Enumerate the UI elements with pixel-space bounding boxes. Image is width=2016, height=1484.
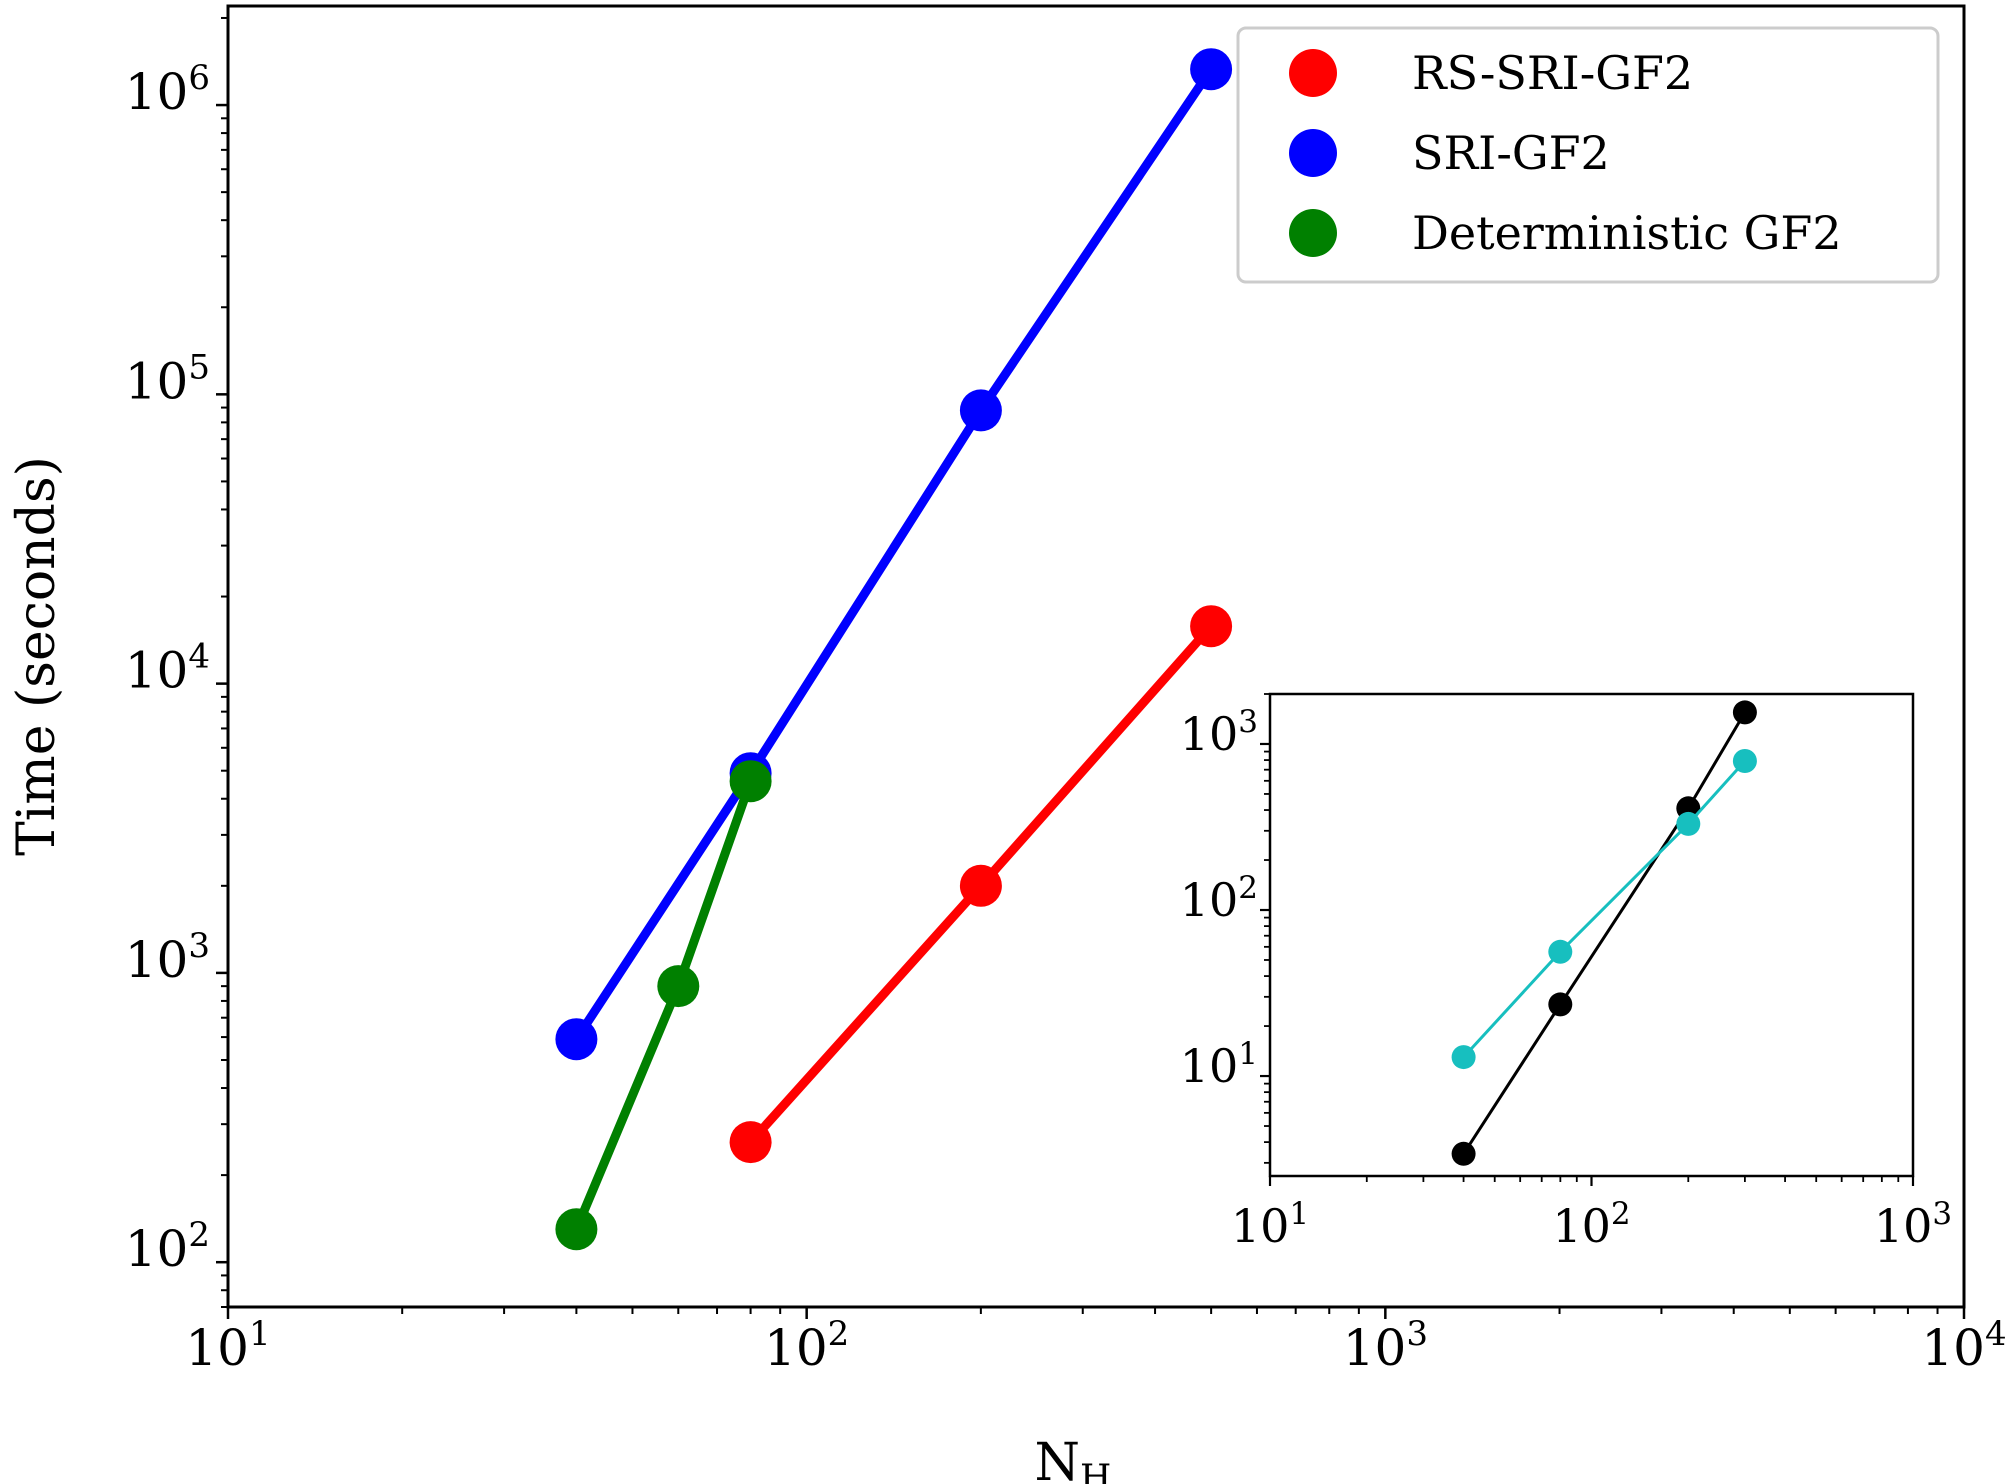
main-y-tick-base: 10	[125, 352, 189, 410]
inset-y-tick-label: 103	[1180, 704, 1258, 761]
legend-label-rs-sri-gf2: RS-SRI-GF2	[1412, 46, 1693, 100]
main-point-rs-sri-gf2-1	[729, 1121, 772, 1164]
legend-marker-rs-sri-gf2	[1289, 49, 1337, 97]
main-point-sri-gf2-4	[1190, 48, 1233, 91]
main-y-tick-label: 102	[125, 1215, 210, 1278]
inset-y-tick-label: 102	[1180, 870, 1258, 927]
main-series-layer	[555, 48, 1233, 1251]
inset-x-tick-exponent: 2	[1611, 1196, 1631, 1232]
inset-x-tick-base: 10	[1874, 1199, 1933, 1253]
inset-series-layer	[1451, 700, 1757, 1166]
inset-y-tick-exponent: 1	[1238, 1036, 1258, 1072]
main-x-tick-exponent: 2	[828, 1314, 850, 1354]
legend-box	[1236, 26, 1940, 284]
main-point-deterministic-gf2-1	[555, 1208, 598, 1251]
inset-y-tick-exponent: 2	[1238, 870, 1258, 906]
main-y-tick-base: 10	[125, 931, 189, 989]
main-x-tick-label: 103	[1343, 1314, 1428, 1377]
main-line-sri-gf2	[572, 66, 1215, 1042]
inset-y-tick-base: 10	[1180, 1039, 1239, 1093]
main-point-deterministic-gf2-2	[657, 965, 700, 1008]
main-plot-frame	[226, 4, 1966, 1309]
inset-line-series-1	[1462, 711, 1747, 1155]
legend-label-deterministic-gf2: Deterministic GF2	[1412, 206, 1842, 260]
main-x-tick-exponent: 1	[249, 1314, 271, 1354]
inset-y-tick-label: 101	[1180, 1036, 1258, 1093]
main-x-tick-base: 10	[185, 1319, 249, 1377]
main-x-tick-label: 101	[185, 1314, 270, 1377]
main-y-tick-label: 104	[125, 637, 210, 700]
main-point-rs-sri-gf2-3	[1190, 605, 1233, 648]
inset-point-series-1-4	[1732, 700, 1757, 725]
main-x-tick-exponent: 4	[1985, 1314, 2007, 1354]
inset-y-tick-base: 10	[1180, 707, 1239, 761]
inset-x-tick-base: 10	[1231, 1199, 1290, 1253]
main-x-tick-base: 10	[1343, 1319, 1407, 1377]
legend-label-sri-gf2: SRI-GF2	[1412, 126, 1610, 180]
inset-point-series-2-1	[1451, 1045, 1476, 1070]
main-point-sri-gf2-1	[555, 1018, 598, 1061]
main-y-tick-label: 106	[125, 58, 210, 121]
main-y-tick-label: 105	[125, 347, 210, 410]
main-x-tick-base: 10	[1921, 1319, 1985, 1377]
inset-x-tick-label: 103	[1874, 1196, 1952, 1253]
main-point-sri-gf2-3	[959, 389, 1002, 432]
inset-point-series-2-2	[1548, 939, 1573, 964]
inset-point-series-2-4	[1732, 749, 1757, 773]
inset-x-tick-label: 101	[1231, 1196, 1309, 1253]
inset-x-tick-exponent: 3	[1932, 1196, 1952, 1232]
inset-y-tick-exponent: 3	[1238, 704, 1258, 740]
main-point-deterministic-gf2-3	[729, 760, 772, 803]
main-y-tick-exponent: 3	[188, 926, 210, 966]
main-y-tick-exponent: 5	[188, 347, 210, 387]
legend-marker-deterministic-gf2	[1289, 209, 1337, 257]
main-y-tick-label: 103	[125, 926, 210, 989]
inset-x-tick-exponent: 1	[1289, 1196, 1309, 1232]
main-x-tick-label: 104	[1921, 1314, 2006, 1377]
legend: RS-SRI-GF2 SRI-GF2 Deterministic GF2	[1236, 26, 1940, 284]
x-axis-title-subscript: H	[1080, 1458, 1111, 1484]
inset-background	[1270, 694, 1913, 1176]
main-point-rs-sri-gf2-2	[959, 864, 1002, 907]
inset-y-tick-base: 10	[1180, 873, 1239, 927]
x-axis-title: NH	[1035, 1433, 1112, 1484]
main-y-tick-base: 10	[125, 642, 189, 700]
inset-point-series-1-2	[1548, 992, 1573, 1017]
main-y-tick-exponent: 2	[188, 1215, 210, 1255]
main-y-tick-exponent: 6	[188, 58, 210, 98]
y-axis-title: Time (seconds)	[7, 456, 67, 856]
inset-point-series-1-1	[1451, 1141, 1476, 1166]
x-axis-title-main: N	[1035, 1433, 1081, 1484]
inset-x-tick-label: 102	[1552, 1196, 1630, 1253]
main-y-tick-base: 10	[125, 1220, 189, 1278]
main-x-tick-base: 10	[764, 1319, 828, 1377]
main-x-tick-exponent: 3	[1406, 1314, 1428, 1354]
inset-plot-frame	[1268, 692, 1915, 1178]
inset-x-tick-base: 10	[1552, 1199, 1611, 1253]
legend-marker-sri-gf2	[1289, 129, 1337, 177]
inset-point-series-2-3	[1676, 811, 1701, 836]
inset-line-series-2	[1462, 759, 1747, 1059]
main-y-tick-base: 10	[125, 63, 189, 121]
main-x-tick-label: 102	[764, 1314, 849, 1377]
main-y-tick-exponent: 4	[188, 637, 210, 677]
